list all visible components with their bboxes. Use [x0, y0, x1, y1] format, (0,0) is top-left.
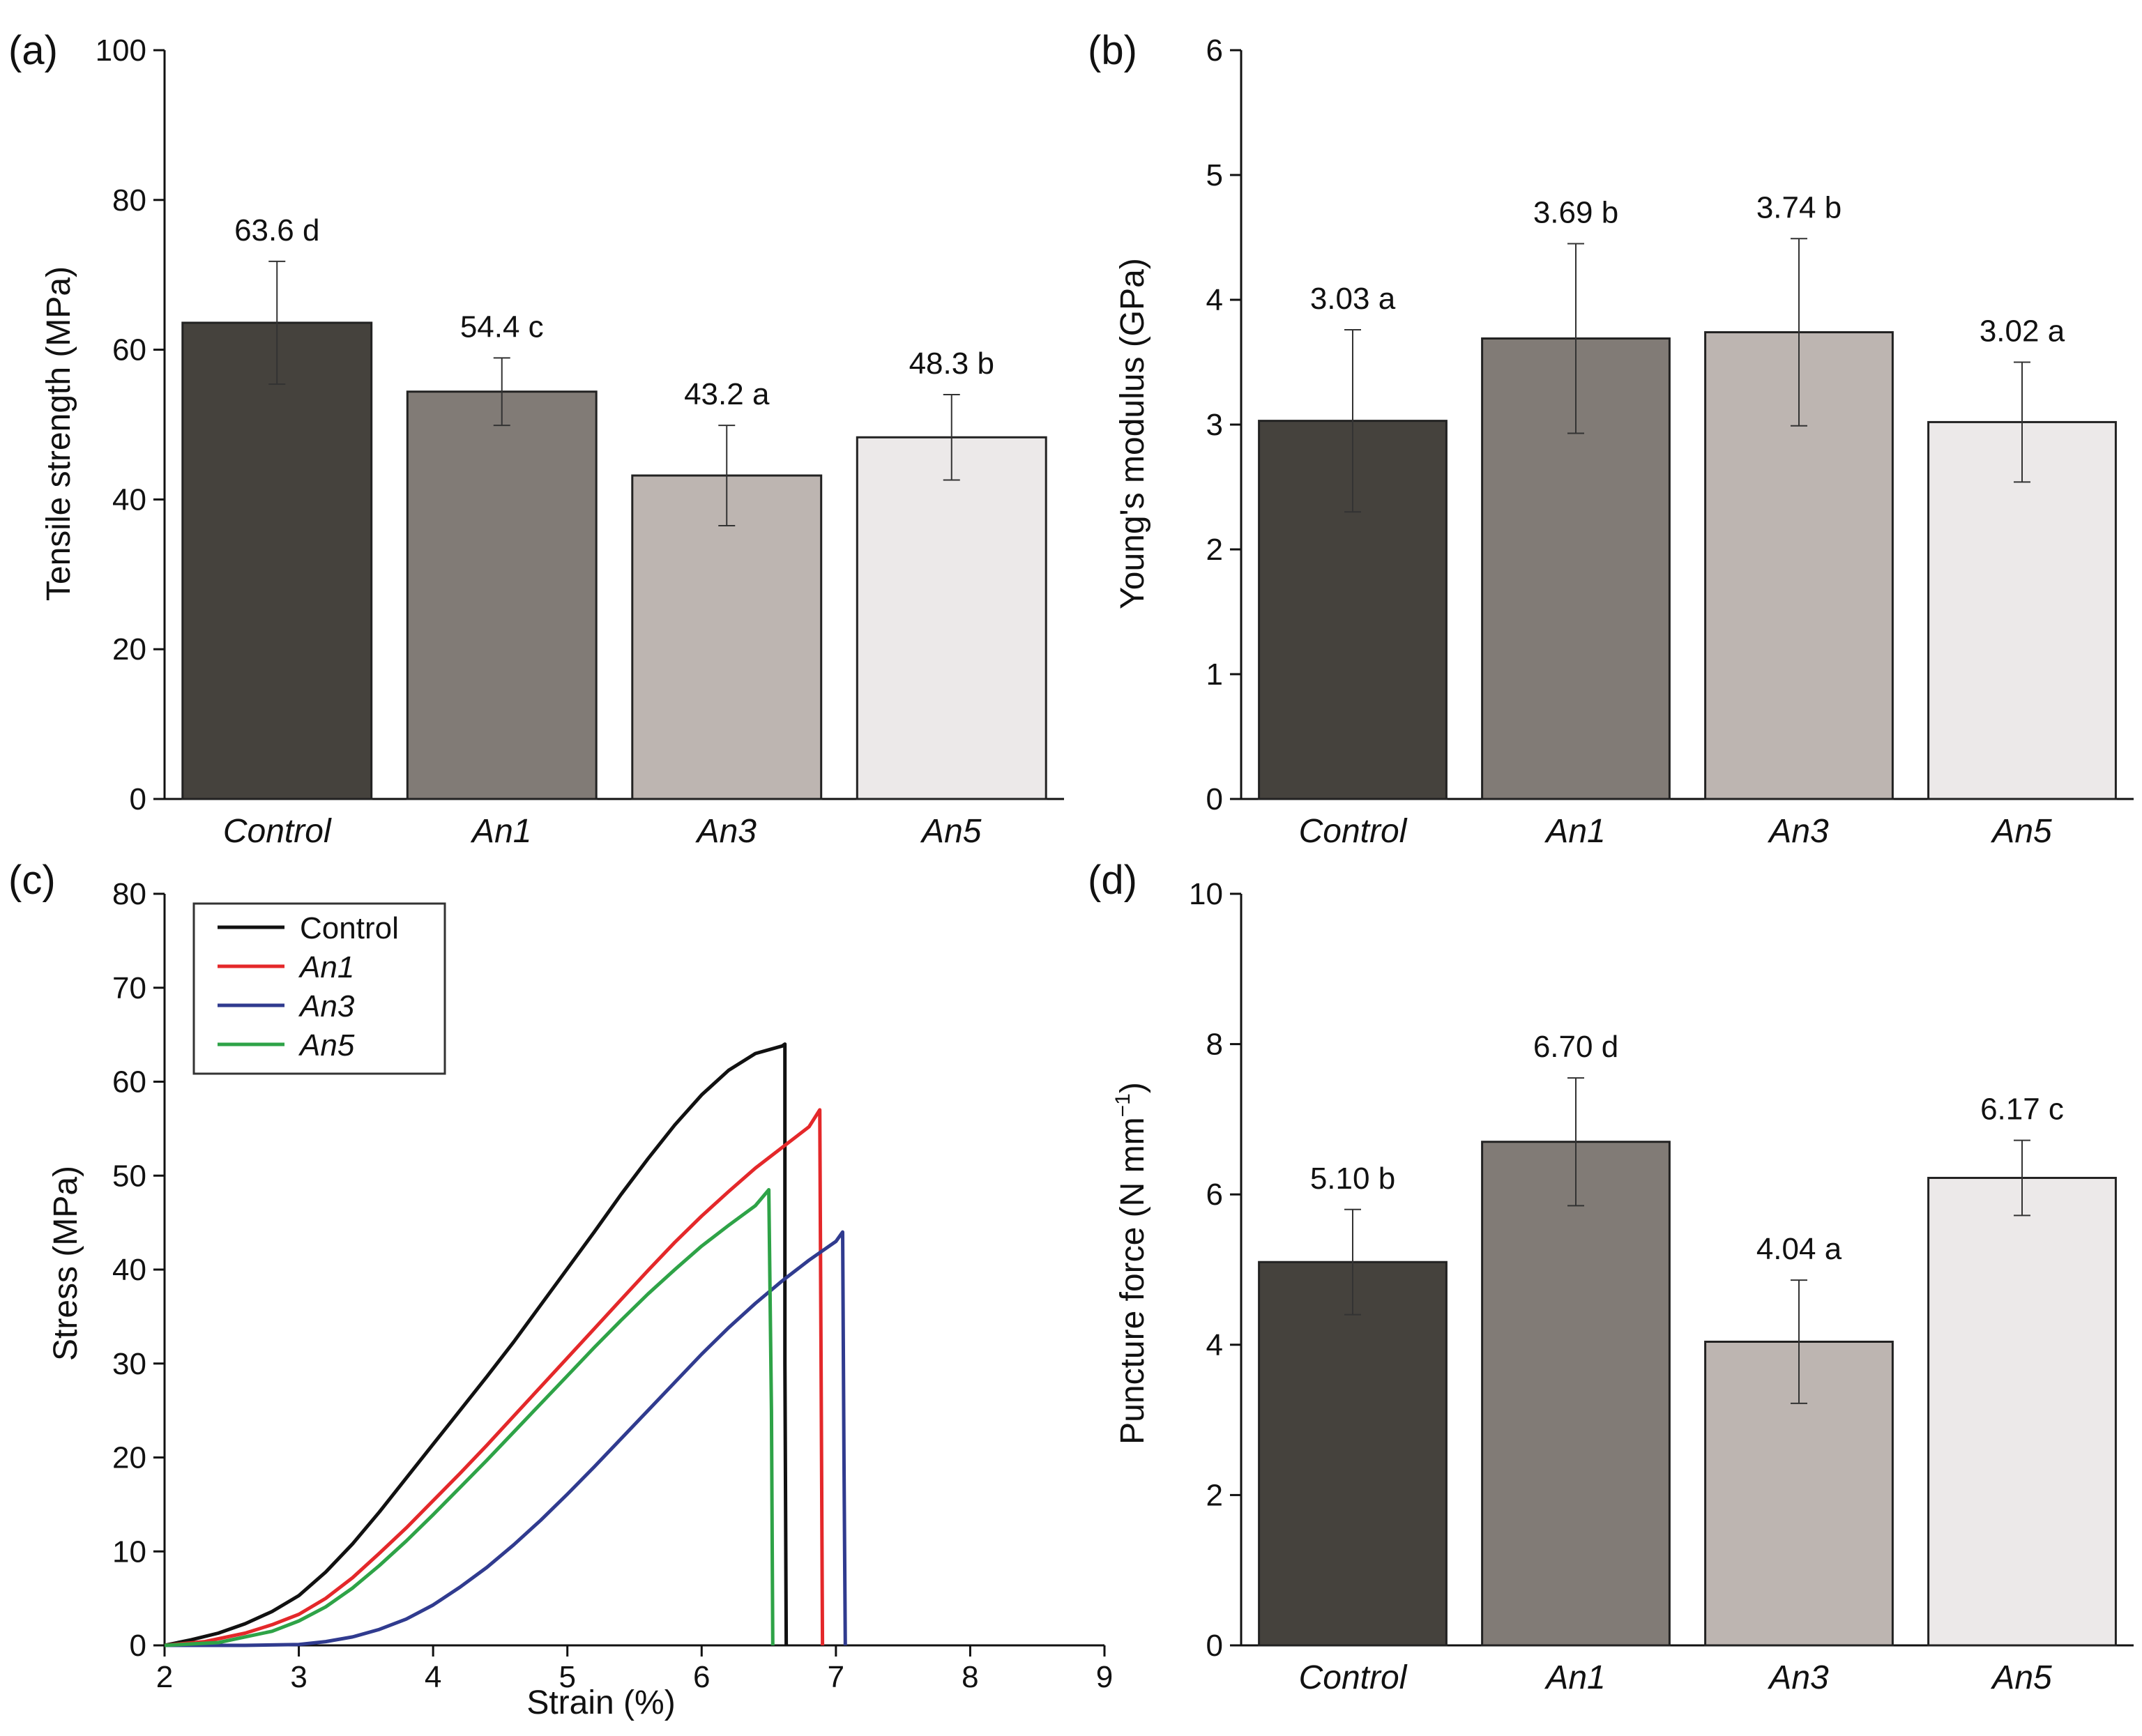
y-tick-label-c: 50	[112, 1159, 146, 1193]
panel-label-d: (d)	[1088, 858, 1137, 903]
y-tick-label-b: 0	[1206, 782, 1223, 816]
y-tick-label-a: 0	[130, 782, 146, 816]
y-tick-label-d: 4	[1206, 1328, 1223, 1362]
legend-label-an1: An1	[298, 950, 354, 984]
data-label-an3-d: 4.04 a	[1756, 1232, 1842, 1266]
x-tick-label-c: 6	[693, 1660, 710, 1694]
x-axis-title-c: Strain (%)	[526, 1684, 675, 1721]
y-tick-label-c: 80	[112, 877, 146, 911]
data-label-an1-a: 54.4 c	[460, 310, 544, 344]
data-label-an1-b: 3.69 b	[1533, 195, 1618, 229]
category-label-an5-d: An5	[1990, 1659, 2052, 1696]
category-label-an3-a: An3	[695, 813, 757, 850]
y-tick-label-d: 10	[1189, 877, 1223, 911]
data-label-an5-a: 48.3 b	[909, 347, 994, 381]
y-tick-label-d: 6	[1206, 1178, 1223, 1212]
category-label-control-a: Control	[223, 813, 332, 850]
y-tick-label-b: 1	[1206, 657, 1223, 692]
data-label-an3-a: 43.2 a	[684, 377, 770, 411]
y-tick-label-b: 3	[1206, 408, 1223, 442]
category-label-an1-a: An1	[470, 813, 531, 850]
category-label-an5-b: An5	[1990, 813, 2052, 850]
y-tick-label-d: 0	[1206, 1629, 1223, 1663]
y-axis-title-d-sup: −1	[1111, 1093, 1134, 1117]
data-label-control-a: 63.6 d	[234, 213, 319, 248]
data-label-an5-d: 6.17 c	[1980, 1092, 2064, 1127]
series-line-control	[164, 1042, 789, 1647]
y-tick-label-a: 20	[112, 632, 146, 667]
y-tick-label-c: 40	[112, 1253, 146, 1287]
bar-an1-d	[1481, 1141, 1671, 1647]
y-tick-label-c: 20	[112, 1441, 146, 1475]
data-label-an3-b: 3.74 b	[1756, 190, 1841, 224]
y-tick-label-d: 2	[1206, 1478, 1223, 1512]
panel-label-a: (a)	[8, 28, 58, 73]
panel-b-youngs-modulus: (b) Young's modulus (GPa) 0 1 2 3 4 5 6 3.03 a C…	[1088, 28, 2134, 850]
legend-label-an5: An5	[298, 1028, 355, 1063]
panel-a-tensile-strength: (a) Tensile strength (MPa) 0 20 40 60 80 100 6…	[8, 28, 1064, 850]
series-line-an1	[164, 1108, 825, 1647]
y-tick-label-b: 6	[1206, 33, 1223, 68]
data-label-control-b: 3.03 a	[1310, 282, 1396, 316]
y-tick-label-d: 8	[1206, 1028, 1223, 1062]
y-tick-label-c: 70	[112, 971, 146, 1005]
y-tick-label-b: 5	[1206, 158, 1223, 192]
bar-control-d	[1258, 1261, 1448, 1647]
data-label-an5-b: 3.02 a	[1980, 314, 2065, 349]
bar-an5-d	[1927, 1176, 2117, 1647]
panel-d-puncture-force: (d) Puncture force (N mm−1) 0 2 4 6 8 10 5.10 …	[1088, 858, 2134, 1696]
y-tick-label-a: 100	[96, 33, 146, 68]
y-axis-title-b: Young's modulus (GPa)	[1114, 258, 1151, 609]
series-line-an3	[165, 1230, 847, 1647]
panel-c-stress-strain: (c) Stress (MPa) Strain (%) 0 10 20 30 40 50 6…	[8, 858, 1113, 1721]
category-label-an3-b: An3	[1767, 813, 1829, 850]
category-label-an3-d: An3	[1767, 1659, 1829, 1696]
x-tick-label-c: 3	[290, 1660, 307, 1694]
series-line-an5	[164, 1188, 775, 1647]
category-label-an1-b: An1	[1544, 813, 1605, 850]
x-tick-label-c: 8	[962, 1660, 978, 1694]
data-label-an1-d: 6.70 d	[1533, 1030, 1618, 1064]
x-tick-label-c: 5	[559, 1660, 575, 1694]
x-tick-label-c: 2	[156, 1660, 173, 1694]
y-tick-label-b: 2	[1206, 533, 1223, 567]
y-tick-label-c: 0	[130, 1629, 146, 1663]
x-tick-label-c: 7	[828, 1660, 844, 1694]
y-axis-title-c: Stress (MPa)	[47, 1166, 84, 1361]
panel-label-b: (b)	[1088, 28, 1137, 73]
category-label-an1-d: An1	[1544, 1659, 1605, 1696]
y-tick-label-a: 80	[112, 183, 146, 218]
category-label-control-b: Control	[1299, 813, 1408, 850]
panel-label-c: (c)	[8, 858, 56, 903]
data-label-control-d: 5.10 b	[1310, 1162, 1395, 1196]
y-tick-label-c: 10	[112, 1535, 146, 1569]
y-tick-label-a: 40	[112, 482, 146, 517]
y-tick-label-a: 60	[112, 333, 146, 367]
bar-control-a	[181, 321, 373, 800]
legend-label-an3: An3	[298, 989, 355, 1023]
category-label-control-d: Control	[1299, 1659, 1408, 1696]
x-tick-label-c: 4	[425, 1660, 441, 1694]
y-tick-label-c: 60	[112, 1065, 146, 1099]
y-axis-title-d: Puncture force (N mm−1)	[1111, 1082, 1151, 1445]
legend: Control An1 An3 An5	[192, 902, 446, 1075]
x-tick-label-c: 9	[1096, 1660, 1113, 1694]
bar-an3-a	[631, 474, 823, 800]
legend-label-control: Control	[300, 911, 399, 945]
y-tick-label-c: 30	[112, 1347, 146, 1381]
y-tick-label-b: 4	[1206, 283, 1223, 317]
bar-an5-b	[1927, 420, 2117, 800]
bar-an1-a	[406, 390, 598, 800]
bar-an5-a	[856, 436, 1047, 800]
category-label-an5-a: An5	[920, 813, 982, 850]
y-axis-title-a: Tensile strength (MPa)	[40, 266, 77, 601]
y-axis-title-d-end: )	[1114, 1082, 1151, 1093]
y-axis-title-d-main: Puncture force (N mm	[1114, 1117, 1151, 1444]
